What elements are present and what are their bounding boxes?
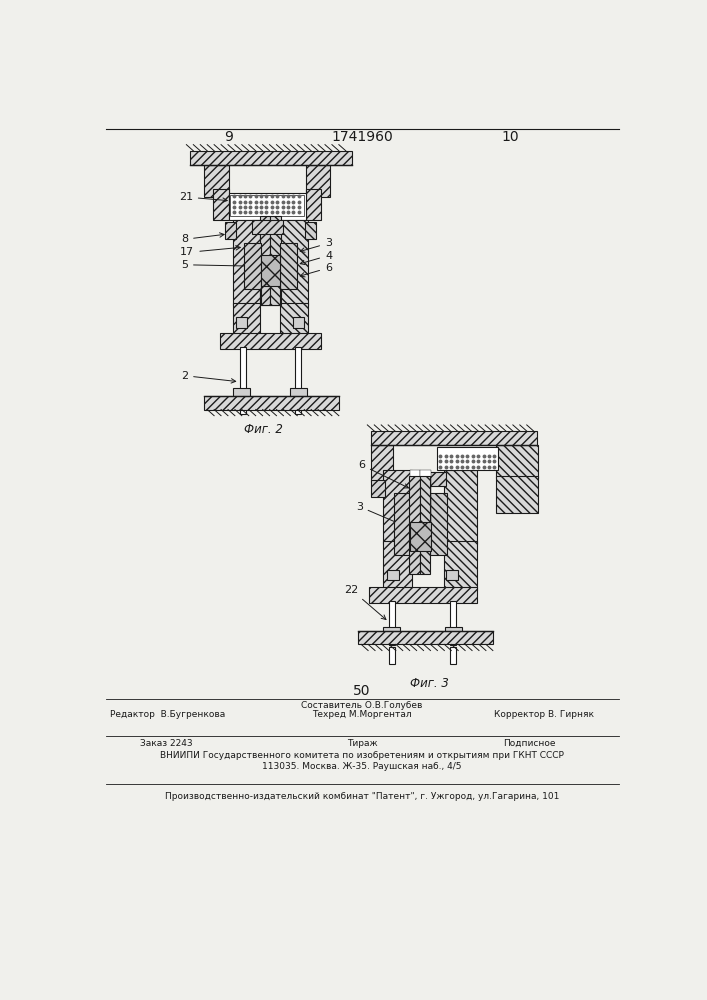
Bar (444, 470, 477, 544)
Bar (295, 347, 301, 389)
Bar (291, 388, 308, 399)
Text: Заказ 2243: Заказ 2243 (140, 739, 193, 748)
Bar (279, 243, 296, 289)
Bar (225, 222, 235, 239)
Bar (496, 445, 538, 478)
Bar (371, 431, 537, 445)
Bar (233, 388, 250, 399)
Text: Редактор  В.Бугренкова: Редактор В.Бугренкова (110, 710, 225, 719)
Text: 5: 5 (181, 260, 257, 270)
Bar (281, 220, 308, 305)
Bar (261, 255, 279, 286)
Bar (371, 480, 385, 497)
Bar (229, 193, 305, 220)
Bar (204, 396, 339, 410)
Bar (259, 216, 270, 305)
Text: Корректор В. Гирняк: Корректор В. Гирняк (494, 710, 595, 719)
Text: 113035. Москва. Ж-35. Раушская наб., 4/5: 113035. Москва. Ж-35. Раушская наб., 4/5 (262, 762, 462, 771)
Bar (252, 220, 283, 234)
Bar (371, 445, 393, 482)
Bar (261, 283, 270, 305)
Text: Составитель О.В.Голубев: Составитель О.В.Голубев (301, 701, 423, 710)
Bar (219, 333, 321, 349)
Bar (305, 165, 330, 197)
Text: 9: 9 (224, 130, 233, 144)
Bar (421, 470, 431, 522)
Bar (230, 195, 304, 216)
Text: 3: 3 (300, 238, 332, 252)
Bar (236, 317, 247, 328)
Bar (409, 522, 431, 551)
Bar (420, 476, 431, 574)
Bar (382, 627, 399, 636)
Text: 6: 6 (300, 263, 332, 277)
Bar (244, 243, 261, 289)
Bar (409, 470, 421, 522)
Bar (240, 347, 246, 389)
Bar (260, 235, 281, 297)
Bar (389, 647, 395, 664)
Text: Производственно-издательский комбинат "Патент", г. Ужгород, ул.Гагарина, 101: Производственно-издательский комбинат "П… (165, 792, 559, 801)
Bar (382, 541, 412, 590)
Bar (240, 393, 246, 414)
Text: 8: 8 (181, 233, 224, 244)
Bar (430, 493, 447, 555)
Text: 3: 3 (356, 502, 406, 527)
Text: 4: 4 (300, 251, 332, 265)
Text: 21: 21 (179, 192, 227, 202)
Bar (281, 303, 308, 336)
Bar (450, 601, 456, 645)
Text: Фиг. 3: Фиг. 3 (409, 677, 448, 690)
Text: Подписное: Подписное (503, 739, 555, 748)
Text: 50: 50 (354, 684, 370, 698)
Bar (496, 476, 538, 513)
Bar (214, 189, 229, 220)
Text: 22: 22 (344, 585, 386, 620)
Text: Техред М.Моргентал: Техред М.Моргентал (312, 710, 411, 719)
Bar (233, 303, 260, 336)
Bar (204, 165, 229, 197)
Bar (389, 601, 395, 645)
Bar (395, 493, 409, 555)
Bar (446, 570, 458, 580)
Text: ВНИИПИ Государственного комитета по изобретениям и открытиям при ГКНТ СССР: ВНИИПИ Государственного комитета по изоб… (160, 751, 564, 760)
Bar (305, 222, 316, 239)
Bar (295, 393, 301, 414)
Text: Тираж: Тираж (346, 739, 378, 748)
Bar (369, 587, 477, 603)
Bar (382, 470, 412, 544)
Bar (358, 631, 493, 644)
Bar (445, 627, 462, 636)
Bar (444, 541, 477, 590)
Bar (270, 216, 281, 305)
Bar (409, 476, 420, 574)
Bar (233, 220, 260, 305)
Bar (293, 317, 304, 328)
Text: 1741960: 1741960 (331, 130, 393, 144)
Bar (412, 472, 446, 486)
Text: 17: 17 (180, 246, 240, 257)
Bar (190, 151, 352, 165)
Bar (305, 189, 321, 220)
Text: 6: 6 (358, 460, 409, 488)
Text: Фиг. 2: Фиг. 2 (244, 423, 283, 436)
Text: 2: 2 (181, 371, 235, 383)
Bar (387, 570, 399, 580)
Bar (450, 647, 456, 664)
Text: 10: 10 (501, 130, 519, 144)
Bar (270, 283, 279, 305)
Bar (437, 447, 498, 470)
